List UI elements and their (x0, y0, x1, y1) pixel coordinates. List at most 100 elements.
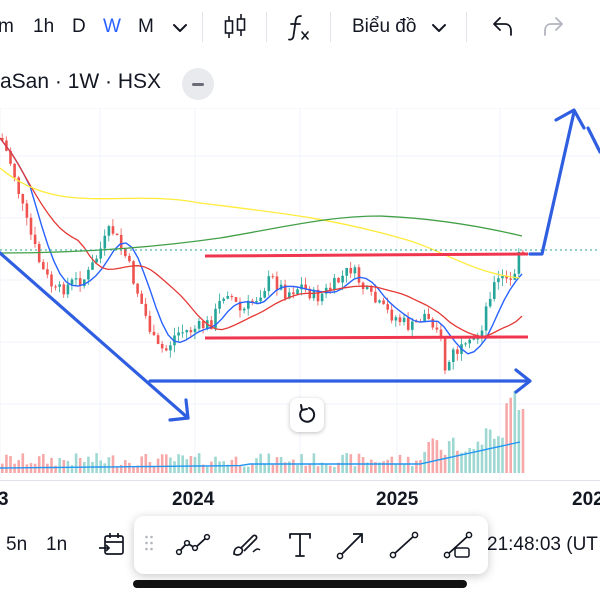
candle-body (115, 233, 119, 235)
symbol-title[interactable]: aSan · 1W · HSX (0, 70, 162, 93)
line-tool-icon[interactable] (384, 526, 424, 564)
candlestick-series (1, 133, 525, 375)
candle-body (378, 300, 381, 303)
drawing-toolbar (134, 516, 488, 574)
reset-chart-button[interactable] (290, 398, 324, 432)
volume-bar (62, 460, 66, 473)
volume-bar (288, 461, 291, 473)
candle-body (423, 313, 426, 322)
range-5y-button[interactable]: 5n (6, 534, 28, 555)
candle-body (210, 320, 213, 330)
volume-bar (374, 462, 377, 473)
interval-day-button[interactable]: D (72, 16, 86, 37)
candle-body (394, 317, 398, 321)
candle-body (505, 276, 508, 279)
volume-bar (152, 466, 156, 473)
volume-bar (210, 461, 213, 473)
candle-body (21, 194, 25, 204)
interval-1h-button[interactable]: 1h (33, 16, 55, 37)
candle-body (173, 335, 176, 346)
redo-icon[interactable] (537, 10, 571, 44)
calendar-goto-icon[interactable] (96, 528, 130, 562)
candle-body (443, 336, 447, 371)
volume-bar (493, 438, 496, 473)
volume-bar (201, 464, 205, 473)
arrow-tool-icon[interactable] (332, 526, 372, 564)
candle-body (501, 276, 504, 279)
volume-bar (234, 456, 238, 473)
candle-body (124, 248, 127, 256)
candle-body (230, 296, 234, 298)
candle-body (50, 274, 53, 287)
volume-bar (378, 462, 381, 473)
candle-body (181, 332, 184, 334)
candle-body (128, 255, 131, 262)
chart-pane[interactable] (0, 108, 600, 480)
candle-body (435, 327, 439, 330)
volume-bar (37, 456, 41, 473)
candle-body (517, 251, 521, 274)
candle-body (91, 262, 94, 270)
volume-bar (435, 440, 439, 473)
volume-bar (95, 453, 98, 473)
candle-body (300, 284, 303, 290)
candle-body (493, 282, 496, 299)
support-line (204, 335, 529, 340)
candle-body (83, 279, 86, 287)
brush-icon[interactable] (226, 526, 266, 564)
candle-body (218, 300, 221, 309)
chevron-down-icon[interactable] (422, 10, 456, 44)
volume-bar (517, 410, 521, 473)
time-axis-label: 2024 (172, 489, 215, 510)
interval-month-button[interactable]: M (138, 16, 154, 37)
toolbar-divider (466, 12, 467, 42)
trend-line-icon[interactable] (174, 526, 214, 564)
range-1y-button[interactable]: 1n (46, 534, 68, 555)
price-chart[interactable] (0, 108, 600, 480)
interval-week-button[interactable]: W (103, 16, 121, 37)
candle-body (185, 330, 189, 333)
text-tool-icon[interactable] (280, 526, 320, 564)
legend-collapse-button[interactable] (182, 68, 214, 100)
volume-bar (197, 453, 201, 473)
candle-body (349, 267, 353, 274)
volume-bar (218, 461, 221, 473)
candle-body (439, 329, 443, 337)
drawing-annotations[interactable] (0, 108, 600, 422)
candlestick-icon[interactable] (218, 10, 252, 44)
volume-bar (460, 452, 463, 473)
volume-bar (87, 456, 90, 473)
volume-bar (443, 454, 447, 473)
volume-bar (181, 455, 184, 473)
volume-bar (165, 454, 168, 473)
drag-handle-icon[interactable] (144, 534, 154, 556)
candle-body (251, 300, 254, 303)
candle-body (398, 317, 402, 323)
path-tool-icon[interactable] (438, 526, 478, 564)
chevron-down-icon[interactable] (163, 10, 197, 44)
volume-bar (193, 456, 197, 473)
time-axis[interactable]: 3 2024 2025 202 (0, 480, 600, 516)
candle-body (390, 309, 394, 321)
candle-body (201, 320, 205, 329)
volume-bars (0, 390, 525, 473)
volume-bar (468, 448, 471, 473)
candle-body (197, 320, 201, 329)
candle-body (25, 203, 29, 218)
candle-body (9, 150, 12, 164)
volume-bar (353, 466, 357, 473)
volume-bar (267, 453, 271, 473)
time-axis-label: 3 (0, 489, 9, 510)
indicators-fx-icon[interactable] (282, 10, 316, 44)
volume-bar (111, 455, 115, 473)
candle-body (402, 317, 406, 323)
chart-type-menu[interactable]: Biểu đồ (352, 16, 417, 37)
ma-slow-line (0, 167, 521, 279)
interval-minute-button[interactable]: m (0, 16, 14, 37)
candle-body (427, 313, 430, 319)
candle-body (33, 234, 37, 245)
undo-icon[interactable] (485, 10, 519, 44)
volume-bar (501, 437, 504, 473)
clock-timezone[interactable]: 21:48:03 (UT (487, 534, 598, 555)
volume-bar (263, 464, 266, 473)
